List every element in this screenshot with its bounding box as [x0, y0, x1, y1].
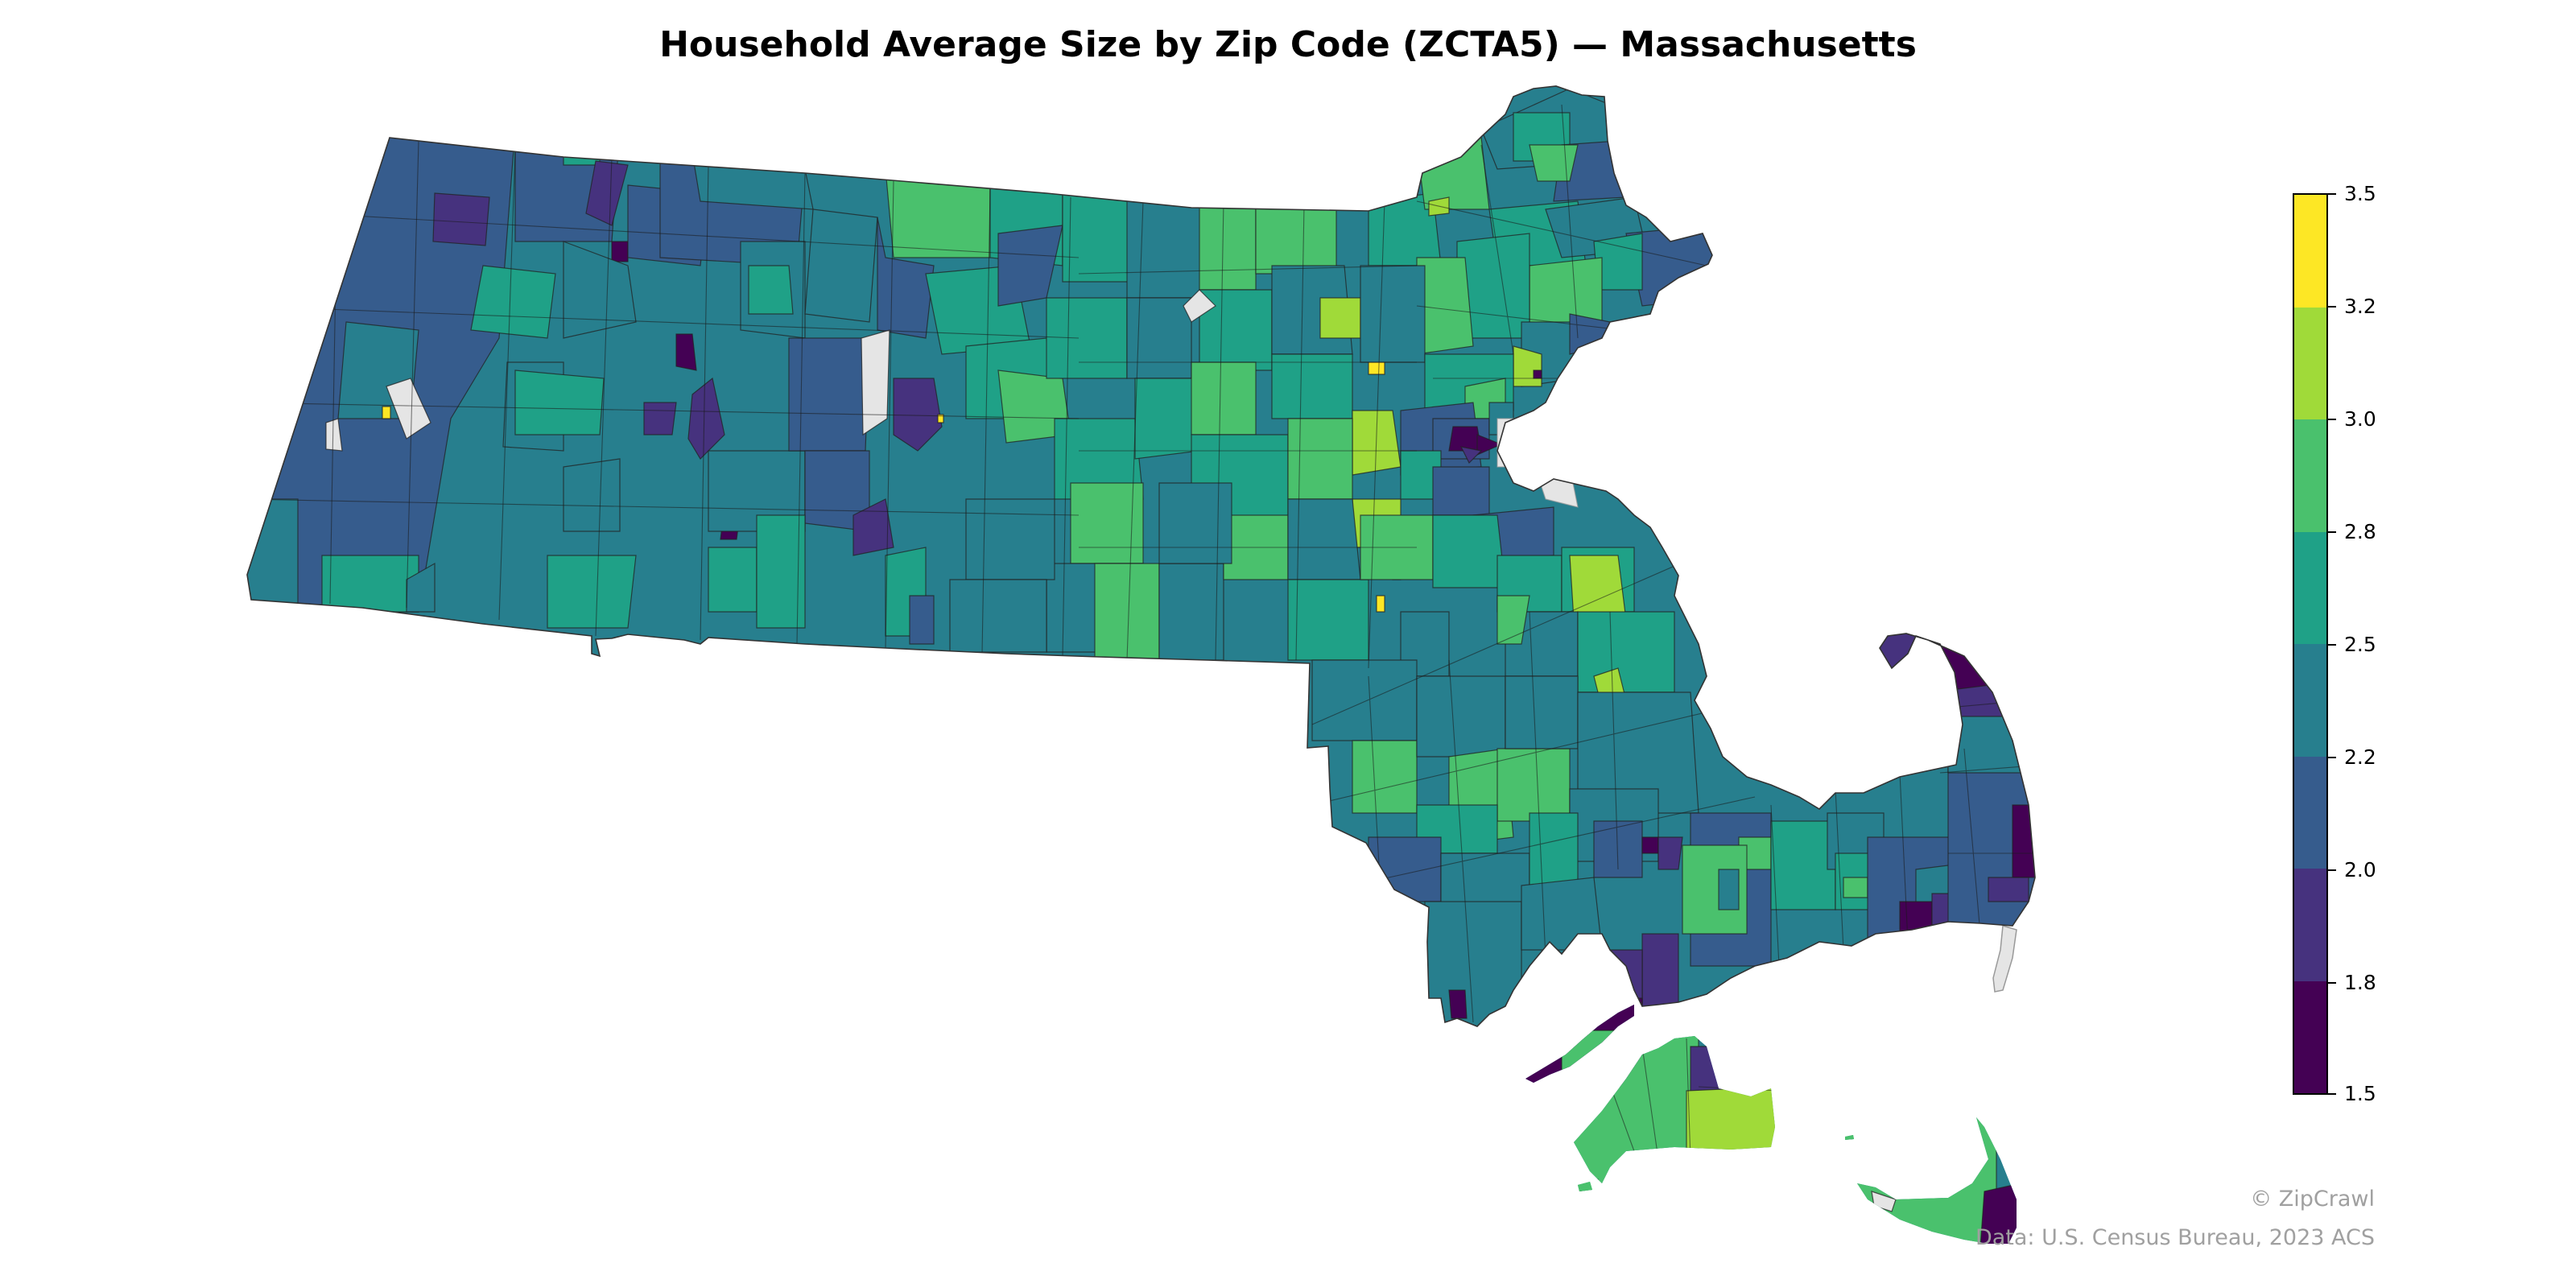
no-data-underlay [1992, 925, 2017, 993]
colorbar-tick [2328, 1093, 2336, 1095]
colorbar-band-1.5-1.8 [2294, 980, 2326, 1093]
zcta-boundaries [247, 104, 2035, 1160]
colorbar-band-2.5-2.8 [2294, 531, 2326, 644]
colorbar-tick-label: 2.0 [2344, 858, 2376, 881]
colorbar-tick [2328, 757, 2336, 758]
colorbar-tick-label: 2.5 [2344, 633, 2376, 656]
colorbar-tick-label: 3.0 [2344, 407, 2376, 431]
colorbar-tick-label: 2.2 [2344, 745, 2376, 769]
colorbar-tick [2328, 644, 2336, 646]
data-source-credit: Data: U.S. Census Bureau, 2023 ACS [1975, 1225, 2375, 1250]
colorbar-tick [2328, 193, 2336, 195]
chart-title: Household Average Size by Zip Code (ZCTA… [659, 24, 1917, 65]
colorbar-tick-label: 3.2 [2344, 295, 2376, 318]
colorbar-band-2.2-2.5 [2294, 644, 2326, 757]
colorbar-tick-label: 1.5 [2344, 1082, 2376, 1105]
zcta-cells [247, 86, 2035, 1244]
colorbar-band-1.8-2.0 [2294, 869, 2326, 981]
colorbar-band-2.8-3.0 [2294, 419, 2326, 532]
colorbar-tick [2328, 982, 2336, 984]
colorbar-band-2.0-2.2 [2294, 756, 2326, 869]
colorbar-tick [2328, 531, 2336, 533]
copyright-credit: © ZipCrawl [2250, 1187, 2375, 1212]
colorbar-tick [2328, 306, 2336, 308]
colorbar-tick [2328, 419, 2336, 420]
colorbar-tick [2328, 869, 2336, 871]
colorbar-tick-label: 2.8 [2344, 520, 2376, 543]
colorbar [2293, 193, 2328, 1095]
colorbar-tick-label: 1.8 [2344, 971, 2376, 994]
colorbar-band-3.0-3.2 [2294, 307, 2326, 419]
colorbar-band-3.2-3.5 [2294, 195, 2326, 308]
colorbar-tick-label: 3.5 [2344, 182, 2376, 205]
